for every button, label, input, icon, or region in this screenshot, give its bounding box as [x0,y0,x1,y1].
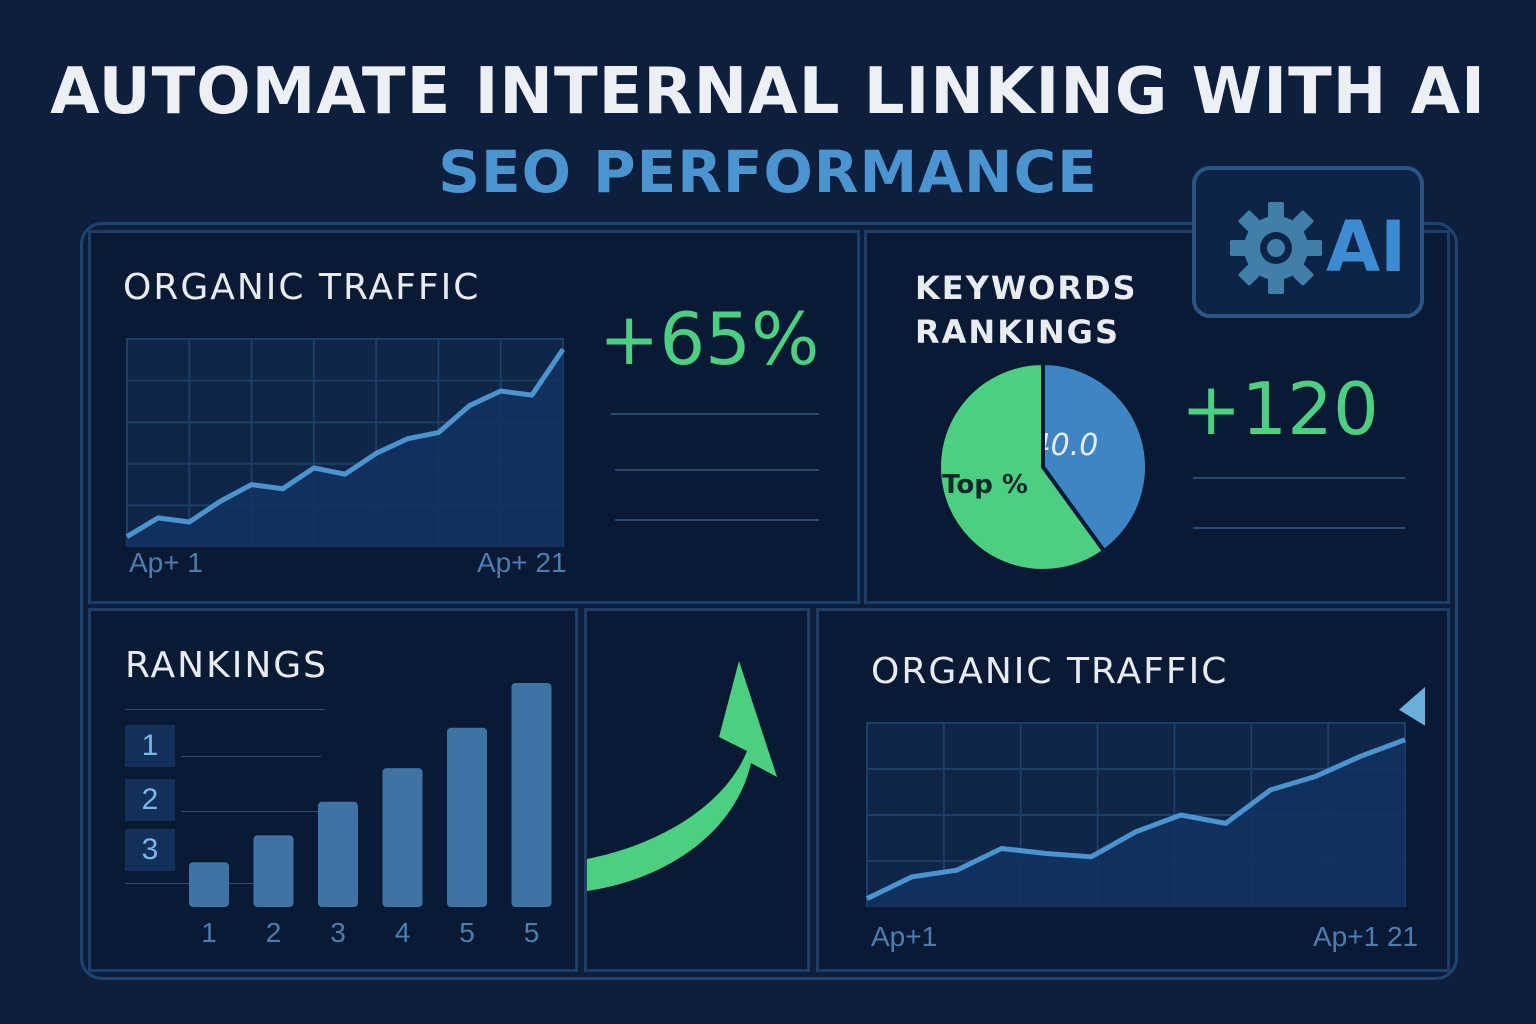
organic-traffic-bottom-panel: ORGANIC TRAFFIC Ap+1 Ap+1 21 [816,608,1450,972]
page-title: AUTOMATE INTERNAL LINKING WITH AI [50,55,1486,129]
bar [382,768,423,907]
bar [447,727,487,907]
divider [181,756,321,757]
x-axis-end-label: Ap+1 21 [1313,921,1419,952]
bar [511,683,552,907]
ai-label: AI [1326,206,1407,288]
bar-x-label: 5 [523,917,540,948]
bar [318,801,358,907]
divider [125,709,325,710]
organic-traffic-kpi: +65% [599,297,820,381]
divider [615,519,819,521]
bar [253,835,294,907]
bar-x-label: 1 [201,917,217,948]
rank-label: 3 [125,829,175,871]
divider [1193,477,1405,479]
bar-x-label: 2 [265,917,282,948]
bar-x-label: 5 [459,917,475,948]
gear-icon [1230,202,1322,294]
divider [611,413,819,415]
organic-traffic-chart [125,338,565,547]
growth-arrow-panel [584,608,810,972]
pie-slice [1041,365,1149,554]
organic-traffic-bottom-label: ORGANIC TRAFFIC [871,651,1229,692]
organic-traffic-label: ORGANIC TRAFFIC [123,267,481,308]
series-area [867,739,1405,907]
organic-traffic-panel: ORGANIC TRAFFIC Ap+ 1 Ap+ 21 +65% [88,230,860,604]
rankings-panel: RANKINGS 1 2 3 1 2 3 4 5 5 [88,608,578,972]
keywords-kpi: +120 [1181,367,1379,451]
bar [189,862,229,907]
rankings-label: RANKINGS [125,645,329,686]
rank-label: 2 [125,779,175,821]
page-subtitle: SEO PERFORMANCE [438,138,1098,206]
pie-slice [937,365,1107,573]
rank-label: 1 [125,725,175,767]
x-axis-end-label: Ap+ 21 [477,547,567,578]
divider [181,811,321,812]
ai-badge: AI [1192,166,1424,318]
divider [615,469,819,471]
rankings-bar-chart [189,683,552,907]
arrow-head-icon [1399,686,1425,726]
series-area [127,349,563,547]
divider [1193,527,1405,529]
x-axis-start-label: Ap+1 [871,921,938,952]
keywords-label-line1: KEYWORDS [915,269,1138,307]
pie-slice-label: Top % [942,470,1028,500]
bar-x-label: 4 [394,917,411,948]
x-axis-start-label: Ap+ 1 [129,547,203,578]
growth-arrow-icon [587,661,777,891]
organic-traffic-bottom-chart [865,686,1425,907]
bar-x-label: 3 [330,917,346,948]
keywords-label-line2: RANKINGS [915,313,1120,351]
